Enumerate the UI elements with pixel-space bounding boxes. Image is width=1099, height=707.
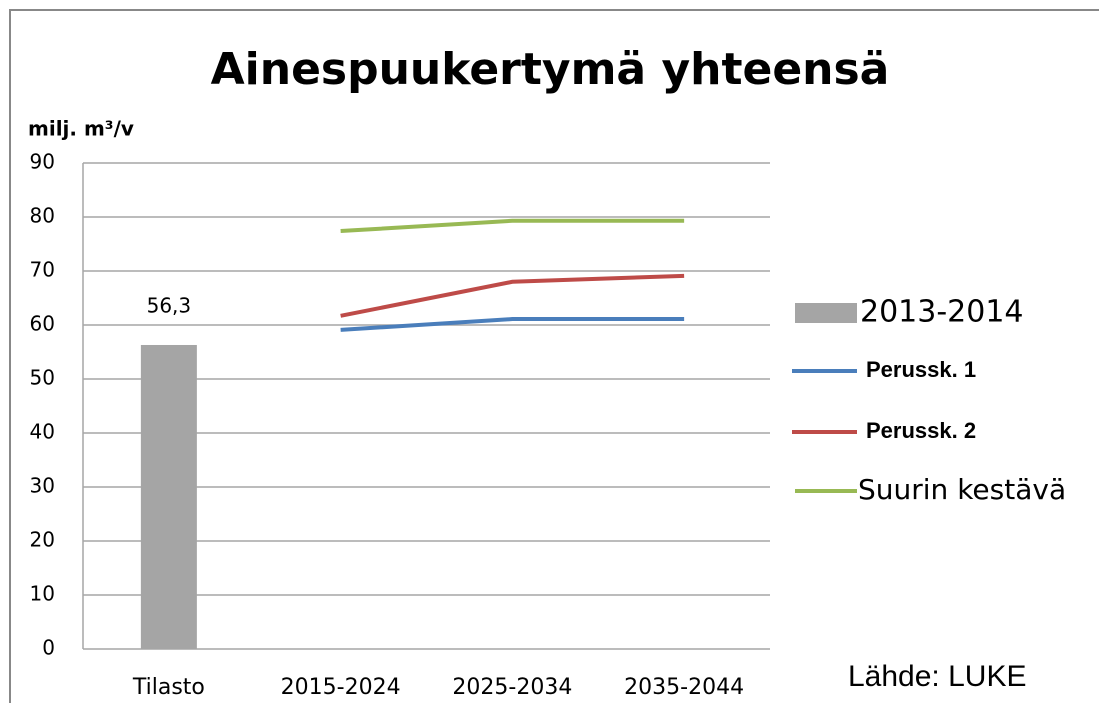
line — [340, 218, 685, 234]
x-tick-label: Tilasto — [132, 675, 205, 700]
x-tick-label: 2025-2034 — [452, 675, 572, 700]
y-tick-label: 40 — [30, 420, 55, 444]
source: Lähde: LUKE — [848, 660, 1026, 693]
y-tick-label: 50 — [30, 366, 55, 390]
x-tick-label: 2015-2024 — [281, 675, 401, 700]
y-tick-label: 0 — [42, 636, 55, 660]
y-tick-label: 80 — [30, 204, 55, 228]
y-axis-label: milj. m³/v — [28, 117, 134, 141]
y-tick-label: 20 — [30, 528, 55, 552]
line — [340, 317, 685, 332]
y-tick-label: 30 — [30, 474, 55, 498]
bar — [140, 344, 197, 649]
legend-label: 2013-2014 — [860, 295, 1024, 330]
legend-label: Suurin kestävä — [858, 473, 1066, 506]
data-label: 56,3 — [147, 293, 192, 317]
legend-label: Perussk. 1 — [866, 357, 976, 382]
legend-label: Perussk. 2 — [866, 418, 976, 443]
x-tick-label: 2035-2044 — [624, 675, 744, 700]
line — [340, 273, 685, 318]
y-tick-label: 70 — [30, 258, 55, 282]
y-tick-label: 60 — [30, 312, 55, 336]
chart-title: Ainespuukertymä yhteensä — [211, 44, 890, 95]
legend-swatch — [795, 303, 857, 323]
y-tick-label: 90 — [30, 150, 55, 174]
y-tick-label: 10 — [30, 582, 55, 606]
